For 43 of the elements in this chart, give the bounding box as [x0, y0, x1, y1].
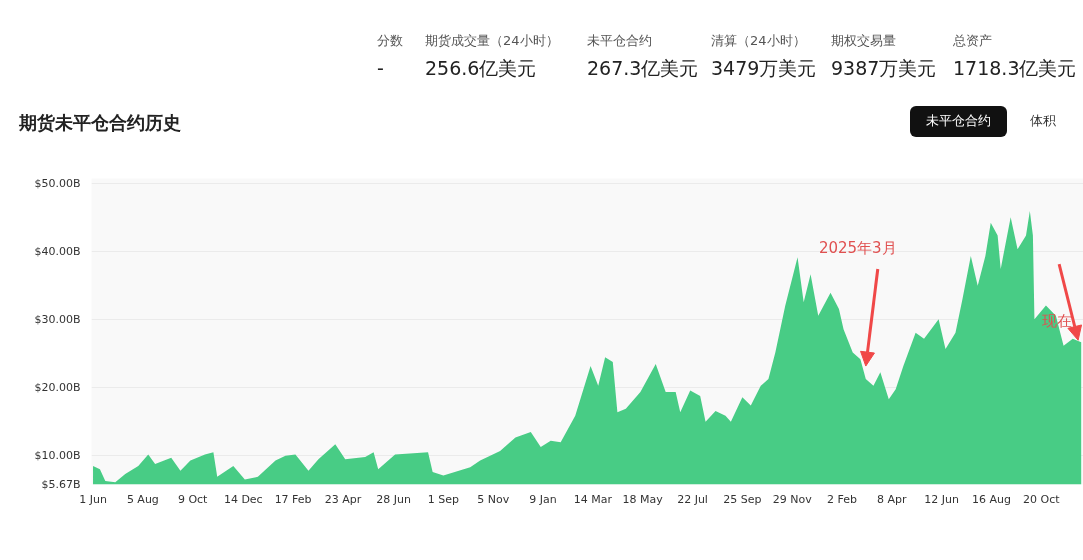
y-tick-label: $5.67B — [41, 478, 81, 491]
annotation: 2025年3月 — [818, 239, 897, 258]
x-tick-label: 29 Nov — [772, 492, 813, 506]
y-tick-label: $40.00B — [34, 244, 81, 258]
text: 期权交易量 — [831, 32, 896, 50]
text: 267.3亿美元 — [587, 56, 699, 81]
text: - — [377, 56, 384, 81]
y-tick-label: $50.00B — [34, 176, 81, 190]
x-tick-label: 16 Aug — [972, 492, 1011, 506]
text: 分数 — [377, 32, 403, 50]
x-tick-label: 5 Aug — [126, 492, 159, 506]
text: 3479万美元 — [711, 56, 817, 81]
x-tick-label: 17 Feb — [274, 492, 312, 506]
x-tick-label: 1 Jun — [79, 492, 107, 506]
chart-title: 期货未平仓合约历史 — [19, 111, 181, 135]
text: 9387万美元 — [831, 56, 937, 81]
x-tick-label: 1 Sep — [427, 492, 460, 506]
text: 清算（24小时） — [711, 32, 806, 50]
x-tick-label: 25 Sep — [723, 492, 762, 506]
x-tick-label: 28 Jun — [376, 492, 411, 506]
text: 未平仓合约 — [587, 32, 652, 50]
x-tick-label: 9 Jan — [529, 492, 557, 506]
x-tick-label: 14 Mar — [573, 492, 613, 506]
text: 总资产 — [953, 32, 992, 50]
y-tick-label: $30.00B — [34, 312, 81, 326]
x-tick-label: 9 Oct — [177, 492, 209, 506]
x-tick-label: 12 Jun — [924, 492, 960, 506]
x-tick-label: 22 Jul — [677, 492, 708, 506]
text: 未平仓合约 — [910, 106, 1007, 137]
y-tick-label: $20.00B — [34, 380, 81, 394]
text: 期货成交量（24小时） — [425, 32, 559, 50]
x-tick-label: 5 Nov — [477, 492, 510, 506]
x-tick-label: 18 May — [622, 492, 664, 506]
text: 1718.3亿美元 — [953, 56, 1077, 81]
x-tick-label: 8 Apr — [877, 492, 908, 506]
text: 体积 — [1029, 112, 1057, 130]
y-tick-label: $10.00B — [34, 448, 81, 462]
x-tick-label: 23 Apr — [324, 492, 362, 506]
text: 256.6亿美元 — [425, 56, 537, 81]
annotation: 现在 — [1042, 312, 1073, 331]
x-tick-label: 20 Oct — [1023, 492, 1061, 506]
x-tick-label: 14 Dec — [223, 492, 263, 506]
x-tick-label: 2 Feb — [827, 492, 858, 506]
